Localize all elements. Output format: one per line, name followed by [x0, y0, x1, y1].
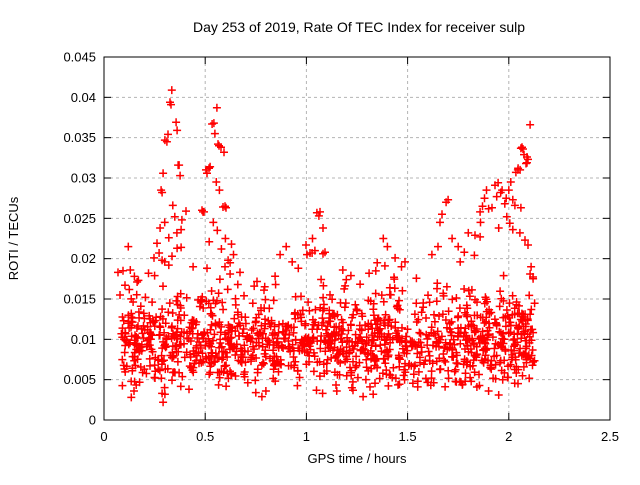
- x-tick-label: 1: [303, 429, 310, 444]
- tick-labels: 0 0.5 1 1.5 2 2.5 0 0.005 0.01 0.015 0.02 0.025 0.03…: [63, 50, 619, 445]
- x-tick-label: 0.5: [196, 429, 214, 444]
- y-tick-label: 0.01: [71, 332, 96, 347]
- y-axis-label: ROTI / TECUs: [6, 196, 21, 280]
- x-tick-label: 1.5: [399, 429, 417, 444]
- y-tick-label: 0.035: [63, 130, 96, 145]
- y-tick-label: 0.005: [63, 372, 96, 387]
- y-tick-label: 0.015: [63, 292, 96, 307]
- x-tick-label: 0: [100, 429, 107, 444]
- x-tick-label: 2: [505, 429, 512, 444]
- y-tick-label: 0.04: [71, 90, 96, 105]
- data-points: [114, 86, 539, 407]
- y-tick-label: 0.03: [71, 171, 96, 186]
- roti-series-markers: [114, 86, 539, 407]
- chart-title: Day 253 of 2019, Rate Of TEC Index for r…: [193, 19, 525, 35]
- x-axis-label: GPS time / hours: [308, 451, 407, 466]
- y-tick-label: 0.02: [71, 251, 96, 266]
- y-tick-label: 0.045: [63, 50, 96, 65]
- x-tick-label: 2.5: [601, 429, 619, 444]
- y-tick-label: 0.025: [63, 211, 96, 226]
- plot-border: [103, 56, 611, 421]
- y-tick-label: 0: [89, 413, 96, 428]
